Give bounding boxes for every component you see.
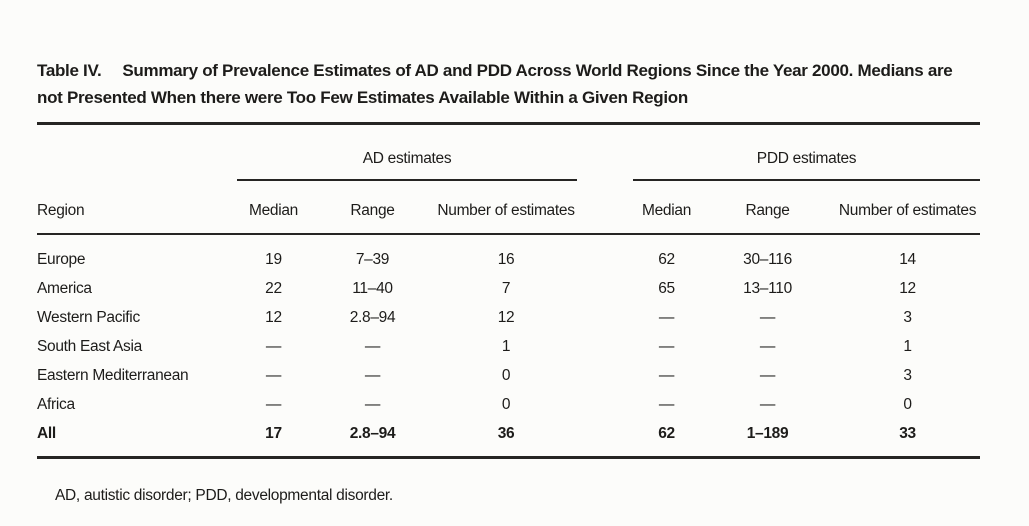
region-cell: Western Pacific <box>37 309 140 326</box>
group-header-gap <box>577 124 633 181</box>
gap-cell <box>577 332 633 361</box>
column-header-ad-number: Number of estimates <box>435 180 578 235</box>
ad-median-cell: — <box>265 338 282 355</box>
ad-range-cell: — <box>364 367 381 384</box>
ad-median-cell: 19 <box>265 251 282 268</box>
table-row: Eastern Mediterranean — — 0 — — 3 <box>37 361 980 390</box>
pdd-median-cell: 65 <box>658 280 675 297</box>
table-row: America 22 11–40 7 65 13–110 12 <box>37 274 980 303</box>
pdd-range-cell: 13–110 <box>743 280 792 297</box>
column-header-pdd-median: Median <box>633 180 701 235</box>
table-number-label: Table IV. <box>37 61 102 80</box>
ad-number-cell: 12 <box>497 309 515 326</box>
pdd-range-cell: 1–189 <box>746 425 789 442</box>
pdd-range-cell: 30–116 <box>743 251 792 268</box>
ad-median-cell: — <box>265 396 282 413</box>
region-cell: Europe <box>37 251 86 268</box>
pdd-range-cell: — <box>759 309 776 326</box>
group-header-row: AD estimates PDD estimates <box>37 123 981 181</box>
ad-number-cell: 1 <box>501 338 511 355</box>
pdd-number-cell: 3 <box>903 367 912 384</box>
prevalence-estimates-table: AD estimates PDD estimates Region Median… <box>37 122 981 459</box>
table-block: Table IV. Summary of Prevalence Estimates… <box>37 57 981 506</box>
pdd-median-cell: — <box>658 396 675 413</box>
table-row: Europe 19 7–39 16 62 30–116 14 <box>37 234 980 274</box>
table-footnote: AD, autistic disorder; PDD, developmenta… <box>55 487 393 504</box>
gap-cell <box>577 234 633 274</box>
table-caption: Table IV. Summary of Prevalence Estimates… <box>37 57 980 111</box>
pdd-number-cell: 3 <box>903 309 912 326</box>
region-cell: Eastern Mediterranean <box>37 367 189 384</box>
ad-number-cell: 0 <box>501 396 511 413</box>
table-row: Africa — — 0 — — 0 <box>37 390 980 419</box>
column-header-gap <box>577 180 634 235</box>
gap-cell <box>577 419 633 458</box>
pdd-number-cell: 33 <box>899 425 916 442</box>
column-header-pdd-range: Range <box>700 180 836 235</box>
ad-range-cell: — <box>364 396 381 413</box>
column-header-region: Region <box>37 180 237 235</box>
pdd-number-cell: 0 <box>903 396 912 413</box>
ad-median-cell: 17 <box>265 425 282 442</box>
gap-cell <box>577 303 633 332</box>
ad-range-cell: 11–40 <box>352 280 393 297</box>
ad-estimates-group-header: AD estimates <box>237 123 578 181</box>
ad-range-cell: 2.8–94 <box>349 425 396 442</box>
table-body: Europe 19 7–39 16 62 30–116 14 America 2… <box>37 234 980 458</box>
table-row: Western Pacific 12 2.8–94 12 — — 3 <box>37 303 980 332</box>
pdd-estimates-group-header: PDD estimates <box>633 123 981 181</box>
ad-number-cell: 16 <box>497 251 515 268</box>
group-header-spacer <box>37 124 237 181</box>
pdd-number-cell: 1 <box>903 338 912 355</box>
ad-range-cell: — <box>364 338 381 355</box>
pdd-median-cell: 62 <box>658 425 675 442</box>
ad-range-cell: 7–39 <box>355 251 390 268</box>
pdd-median-cell: — <box>658 367 675 384</box>
gap-cell <box>577 274 633 303</box>
ad-median-cell: — <box>265 367 282 384</box>
column-header-pdd-number: Number of estimates <box>835 180 981 235</box>
ad-number-cell: 0 <box>501 367 511 384</box>
pdd-median-cell: — <box>658 338 675 355</box>
table-row: All 17 2.8–94 36 62 1–189 33 <box>37 419 980 458</box>
pdd-range-cell: — <box>759 396 776 413</box>
table-caption-text: Summary of Prevalence Estimates of AD an… <box>37 61 953 107</box>
region-cell: America <box>37 280 92 297</box>
region-cell: All <box>37 425 56 442</box>
pdd-median-cell: — <box>658 309 675 326</box>
ad-number-cell: 7 <box>501 280 511 297</box>
table-row: South East Asia — — 1 — — 1 <box>37 332 980 361</box>
ad-median-cell: 22 <box>265 280 282 297</box>
pdd-range-cell: — <box>759 367 776 384</box>
column-header-row: Region Median Range Number of estimates … <box>37 180 981 235</box>
gap-cell <box>577 390 633 419</box>
pdd-number-cell: 12 <box>899 280 916 297</box>
pdd-median-cell: 62 <box>658 251 675 268</box>
column-header-ad-range: Range <box>310 180 435 235</box>
ad-range-cell: 2.8–94 <box>349 309 396 326</box>
region-cell: Africa <box>37 396 75 413</box>
pdd-range-cell: — <box>759 338 776 355</box>
ad-median-cell: 12 <box>265 309 282 326</box>
gap-cell <box>577 361 633 390</box>
column-header-ad-median: Median <box>237 180 310 235</box>
ad-number-cell: 36 <box>497 425 515 442</box>
region-cell: South East Asia <box>37 338 142 355</box>
pdd-number-cell: 14 <box>899 251 916 268</box>
